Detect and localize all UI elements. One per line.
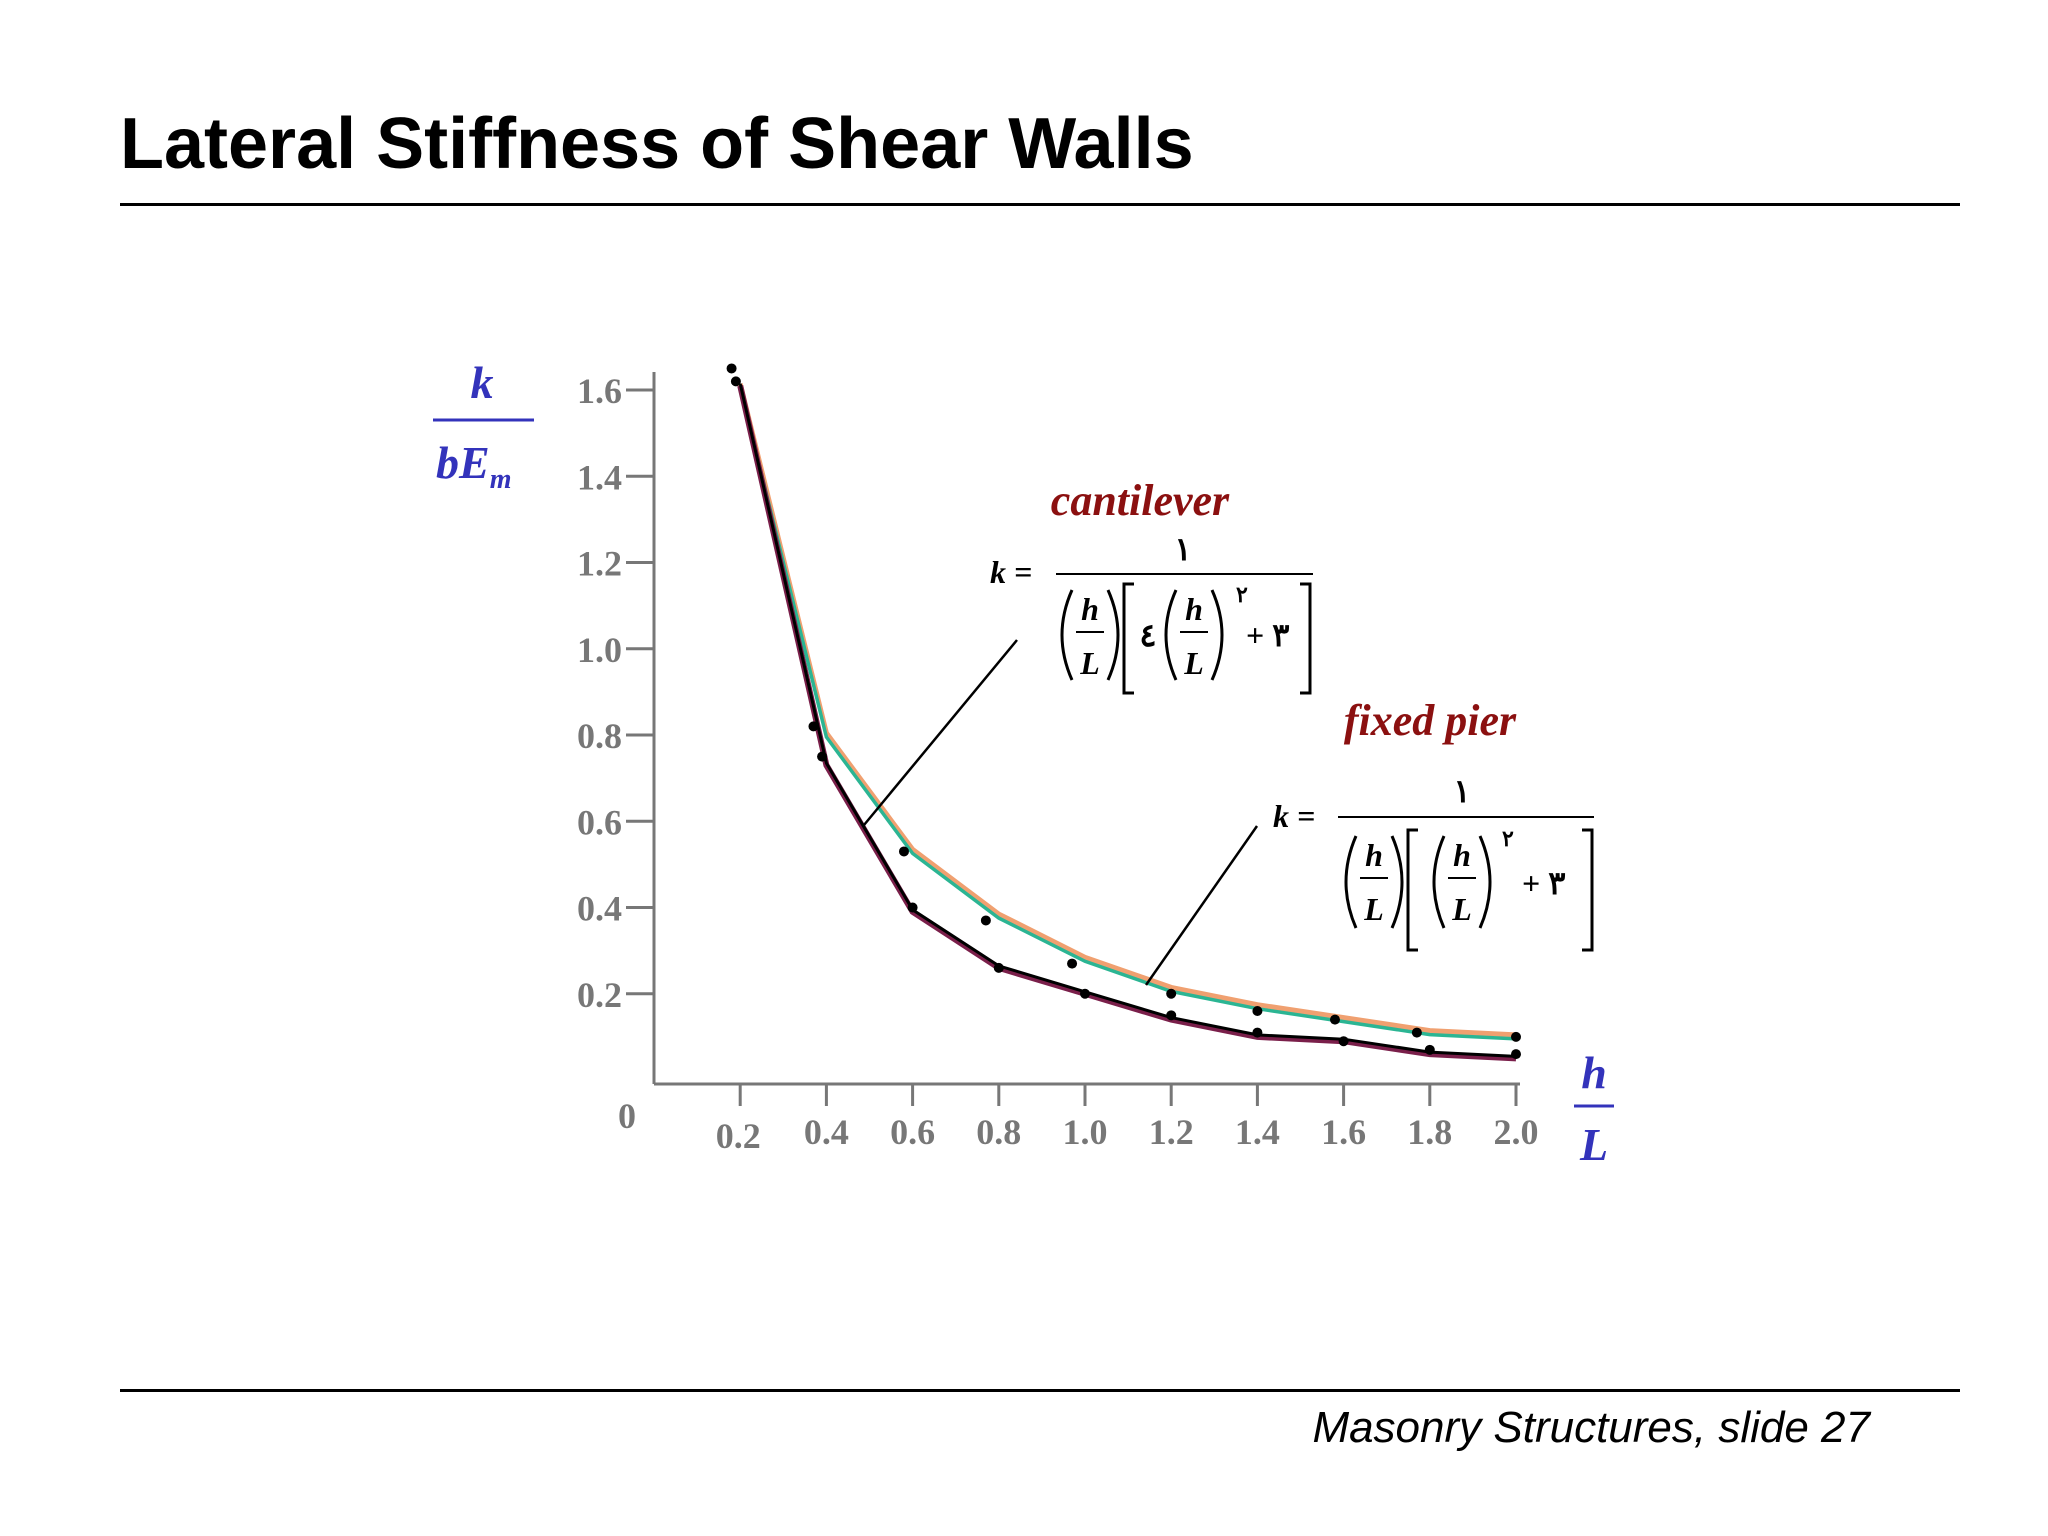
data-point-cantilever	[1166, 1010, 1177, 1021]
x-tick-label: 0.6	[890, 1112, 935, 1152]
data-point-fixed-pier	[1067, 958, 1078, 969]
x-tick-label: 0.8	[976, 1112, 1021, 1152]
x-axis-label: h L	[1574, 1047, 1614, 1170]
data-point-fixed-pier	[898, 846, 909, 857]
bracket-close	[1582, 828, 1594, 952]
data-point-cantilever	[730, 376, 741, 387]
y-label-denominator-text: bE	[436, 437, 490, 488]
y-axis-label: k bEm	[433, 357, 534, 495]
annotation-label-fixed-pier: fixed pier	[1344, 696, 1517, 745]
series-lines	[737, 383, 1517, 1062]
origin-label: 0	[618, 1096, 636, 1136]
y-ticks: 0.2 0.4 0.6 0.8 1.0 1.2 1.4 1.6	[577, 371, 654, 1015]
y-tick-label: 0.2	[577, 975, 622, 1015]
y-tick-label: 0.6	[577, 802, 622, 842]
data-point-cantilever	[1338, 1036, 1349, 1047]
x-label-numerator: h	[1581, 1047, 1607, 1098]
formula-plus: + ٣	[1522, 865, 1565, 901]
x-ticks: 0.2 0.4 0.6 0.8 1.0 1.2 1.4 1.6 1.8 2.0	[716, 1084, 1539, 1156]
formula-h: h	[1365, 837, 1383, 873]
y-label-denominator: bEm	[436, 437, 511, 495]
series-points	[726, 363, 1521, 1060]
y-label-subscript: m	[490, 464, 512, 495]
formula-L: L	[1363, 891, 1384, 927]
paren-close-1	[1106, 589, 1120, 681]
footer-divider	[120, 1389, 1960, 1392]
data-point-cantilever	[726, 363, 737, 374]
series-line-fixed-pier-outer	[737, 383, 1517, 1038]
annotation-fixed-pier: fixed pier k = ١ h L h L ٢ + ٣	[1144, 696, 1594, 986]
formula-plus: + ٣	[1246, 617, 1289, 653]
data-point-cantilever	[1252, 1027, 1263, 1038]
data-point-cantilever	[808, 721, 819, 732]
paren-open-1	[1060, 589, 1074, 681]
formula-exponent: ٢	[1236, 582, 1248, 607]
formula-cantilever: k = ١ h L ٤ h L ٢ + ٣	[990, 531, 1313, 695]
slide-footer: Masonry Structures, slide 27	[1312, 1403, 1870, 1452]
title-divider	[120, 203, 1960, 206]
formula-numerator: ١	[1174, 531, 1191, 567]
formula-fixed-pier: k = ١ h L h L ٢ + ٣	[1273, 773, 1594, 952]
formula-lhs: k =	[1273, 798, 1315, 834]
data-point-cantilever	[1080, 988, 1090, 999]
data-point-fixed-pier	[1166, 988, 1177, 999]
formula-L-2: L	[1451, 891, 1472, 927]
annotation-label-cantilever: cantilever	[1051, 476, 1230, 525]
paren-open-2	[1164, 589, 1178, 681]
formula-L: L	[1079, 645, 1100, 681]
bracket-close	[1300, 582, 1312, 695]
data-point-fixed-pier	[1329, 1014, 1340, 1025]
y-tick-label: 1.2	[577, 544, 622, 584]
formula-lhs: k =	[990, 554, 1032, 590]
data-point-fixed-pier	[1511, 1031, 1521, 1042]
formula-L-2: L	[1183, 645, 1204, 681]
axes: 0.2 0.4 0.6 0.8 1.0 1.2 1.4 1.6 0.2 0.4 0.6 0.8 1.0…	[577, 371, 1539, 1156]
bracket-open	[1122, 582, 1134, 695]
bracket-open	[1406, 828, 1418, 952]
y-tick-label: 1.4	[577, 457, 622, 497]
formula-h: h	[1081, 591, 1099, 627]
x-tick-label: 1.6	[1321, 1112, 1366, 1152]
paren-close-1	[1390, 835, 1404, 929]
data-point-cantilever	[1424, 1044, 1435, 1055]
x-tick-label: 1.0	[1063, 1112, 1108, 1152]
data-point-cantilever	[993, 962, 1004, 973]
paren-open-2	[1432, 835, 1446, 929]
paren-open-1	[1344, 835, 1358, 929]
x-tick-label: 1.8	[1407, 1112, 1452, 1152]
data-point-fixed-pier	[1411, 1027, 1422, 1038]
slide-title: Lateral Stiffness of Shear Walls	[120, 104, 1194, 184]
series-line-fixed-pier	[738, 387, 1517, 1041]
data-point-cantilever	[1511, 1049, 1521, 1060]
leader-line-cantilever	[863, 639, 1018, 826]
data-point-fixed-pier	[980, 915, 991, 926]
y-tick-label: 0.4	[577, 889, 622, 929]
data-point-cantilever	[817, 751, 828, 762]
y-label-numerator: k	[471, 357, 494, 408]
x-tick-label: 1.2	[1149, 1112, 1194, 1152]
formula-coef: ٤	[1139, 617, 1156, 653]
data-point-cantilever	[907, 902, 918, 913]
data-point-fixed-pier	[1252, 1006, 1263, 1016]
x-tick-label: 0.4	[804, 1112, 849, 1152]
y-tick-label: 1.0	[577, 630, 622, 670]
annotation-cantilever: cantilever k = ١ h L ٤ h L ٢ + ٣	[863, 476, 1313, 826]
y-tick-label: 0.8	[577, 716, 622, 756]
paren-close-2	[1478, 835, 1492, 929]
formula-h-2: h	[1453, 837, 1471, 873]
x-label-denominator: L	[1579, 1119, 1608, 1170]
x-tick-label: 0.2	[716, 1116, 761, 1156]
x-tick-label: 1.4	[1235, 1112, 1280, 1152]
paren-close-2	[1210, 589, 1224, 681]
formula-numerator: ١	[1453, 773, 1470, 809]
y-tick-label: 1.6	[577, 371, 622, 411]
formula-h-2: h	[1185, 591, 1203, 627]
leader-line-fixed-pier	[1144, 825, 1259, 986]
x-tick-label: 2.0	[1494, 1112, 1539, 1152]
formula-exponent: ٢	[1502, 826, 1514, 851]
series-line-cantilever	[738, 383, 1517, 1058]
